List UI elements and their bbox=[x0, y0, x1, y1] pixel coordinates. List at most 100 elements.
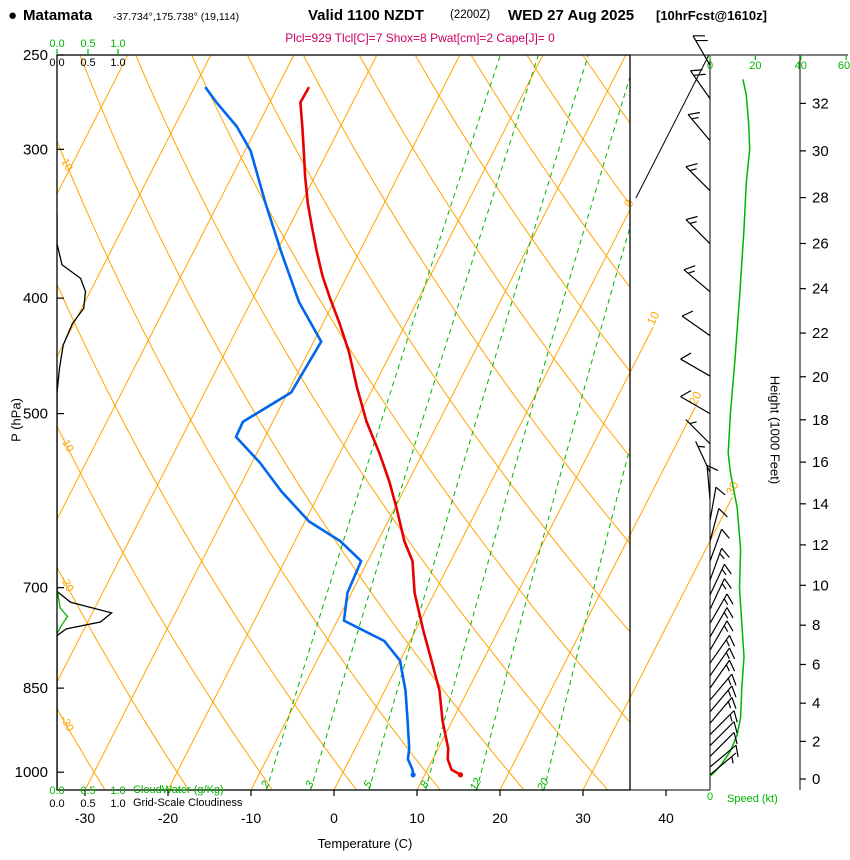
wind-barb-staff bbox=[681, 315, 711, 337]
cloudiness-scale-value: 0.5 bbox=[80, 57, 95, 69]
wind-barb-staff bbox=[709, 721, 735, 747]
wind-barb-staff bbox=[709, 744, 737, 768]
temperature-axis-title: Temperature (C) bbox=[317, 836, 413, 851]
isotherm-extension bbox=[629, 326, 654, 373]
mixing-ratio-label: 3 bbox=[303, 778, 317, 790]
wind-barb-staff bbox=[709, 634, 730, 664]
temperature-tick-label: 40 bbox=[658, 810, 674, 826]
wind-barb-feather bbox=[733, 721, 738, 734]
wind-barb-feather bbox=[729, 714, 733, 722]
height-tick-label: 28 bbox=[812, 190, 829, 207]
pressure-tick-label: 1000 bbox=[15, 764, 48, 781]
isotherm-label: 30 bbox=[723, 479, 742, 498]
mixing-ratio-label: 12 bbox=[468, 776, 484, 792]
wind-barb-staff bbox=[709, 607, 728, 638]
wind-barb-staff bbox=[709, 731, 735, 757]
temperature-tick-label: -20 bbox=[158, 810, 178, 826]
wind-barb-feather bbox=[690, 69, 703, 72]
temperature-tick-label: 20 bbox=[492, 810, 508, 826]
speed-tick-label: 40 bbox=[795, 60, 807, 72]
height-tick-label: 20 bbox=[812, 369, 829, 386]
wind-barb-staff bbox=[680, 396, 711, 415]
wind-barb-staff bbox=[685, 419, 711, 445]
wind-barb-feather bbox=[680, 390, 692, 398]
temperature-tick-label: 0 bbox=[330, 810, 338, 826]
mixing-ratio-line bbox=[265, 55, 501, 790]
height-tick-label: 2 bbox=[812, 733, 820, 750]
isotherm-line bbox=[333, 208, 630, 790]
dry-adiabat-line bbox=[79, 55, 525, 790]
wind-barb-feather bbox=[723, 563, 732, 575]
wind-barb-feather bbox=[721, 583, 727, 590]
wind-barb-feather bbox=[735, 745, 739, 758]
wind-barb-staff bbox=[709, 710, 735, 736]
cloudwater-scale-value: 0.5 bbox=[80, 785, 95, 797]
cloudwater-scale-value: 0.5 bbox=[80, 38, 95, 50]
speed-zero-label: 0 bbox=[707, 791, 713, 803]
wind-barb-feather bbox=[688, 111, 701, 116]
cloudiness-axis-title: Grid-Scale Cloudiness bbox=[133, 797, 243, 809]
cloudwater-axis-title: CloudWater (g/Kg) bbox=[133, 784, 224, 796]
mixing-ratio-line bbox=[368, 55, 589, 790]
isotherm-extension bbox=[629, 406, 696, 536]
wind-barb-feather bbox=[689, 168, 697, 172]
cloudiness-scale-value: 0.5 bbox=[80, 798, 95, 810]
isotherm-line bbox=[499, 533, 630, 790]
height-tick-label: 16 bbox=[812, 454, 829, 471]
grid-layer bbox=[57, 55, 630, 790]
adiabat-label: -10 bbox=[58, 434, 76, 454]
dry-adiabat-line bbox=[302, 55, 630, 545]
wind-barb-feather bbox=[726, 607, 734, 619]
adiabat-label: 10 bbox=[58, 157, 74, 173]
dry-adiabat-line bbox=[246, 55, 630, 633]
speed-tick-label: 0 bbox=[707, 60, 713, 72]
mixing-ratio-label: 5 bbox=[362, 778, 376, 790]
cloudwater-scale-value: 1.0 bbox=[110, 785, 125, 797]
height-tick-label: 32 bbox=[812, 95, 829, 112]
height-tick-label: 26 bbox=[812, 236, 829, 253]
wind-barb-feather bbox=[689, 221, 697, 225]
height-tick-label: 18 bbox=[812, 412, 829, 429]
wind-barb-feather bbox=[693, 73, 706, 76]
wind-barb-staff bbox=[706, 465, 711, 500]
wind-barb-feather bbox=[726, 593, 734, 605]
forecast-tag: [10hrFcst@1610z] bbox=[656, 8, 767, 23]
wind-barb-staff bbox=[709, 685, 733, 713]
wind-barb-feather bbox=[715, 486, 726, 496]
wind-barb-staff bbox=[709, 620, 728, 651]
wind-barb-staff bbox=[709, 548, 723, 581]
wind-barb-feather bbox=[733, 732, 738, 745]
isotherm-line bbox=[250, 55, 627, 790]
wind-barb-staff bbox=[709, 578, 725, 610]
valid-time: Valid 1100 NZDT bbox=[308, 7, 424, 24]
wind-barb-feather bbox=[723, 598, 729, 606]
height-axis-title: Height (1000 Feet) bbox=[767, 375, 783, 485]
pressure-tick-label: 250 bbox=[23, 47, 48, 64]
cloudiness-scale-value: 0.0 bbox=[49, 57, 64, 69]
wind-barb-feather bbox=[718, 508, 728, 518]
isotherm-label: 10 bbox=[644, 309, 663, 328]
wind-barb-feather bbox=[731, 697, 737, 709]
station-name: Matamata bbox=[23, 7, 93, 24]
height-tick-label: 22 bbox=[812, 325, 829, 342]
wind-barb-staff bbox=[683, 269, 711, 293]
adiabat-label: -30 bbox=[58, 714, 76, 734]
mixing-ratio-line bbox=[476, 225, 630, 790]
cloudwater-scale-value: 0.0 bbox=[49, 785, 64, 797]
valid-date: WED 27 Aug 2025 bbox=[508, 7, 635, 24]
plot-border bbox=[56, 54, 631, 791]
wind-barb-staff bbox=[709, 528, 723, 562]
temperature-tick-label: -30 bbox=[75, 810, 95, 826]
dewpoint-curve bbox=[204, 86, 415, 775]
speed-axis-title: Speed (kt) bbox=[727, 793, 778, 805]
dry-adiabat-line bbox=[135, 55, 609, 790]
isotherm-line bbox=[416, 371, 630, 790]
speed-tick-label: 20 bbox=[749, 60, 761, 72]
wind-barb-staff bbox=[709, 673, 733, 701]
station-coords: -37.734°,175.738° (19,114) bbox=[113, 11, 240, 23]
mixing-ratio-label: 20 bbox=[535, 776, 552, 794]
dry-adiabat-line bbox=[57, 566, 190, 790]
wind-barb-feather bbox=[727, 678, 732, 686]
temperature-curve-origin bbox=[457, 772, 464, 778]
